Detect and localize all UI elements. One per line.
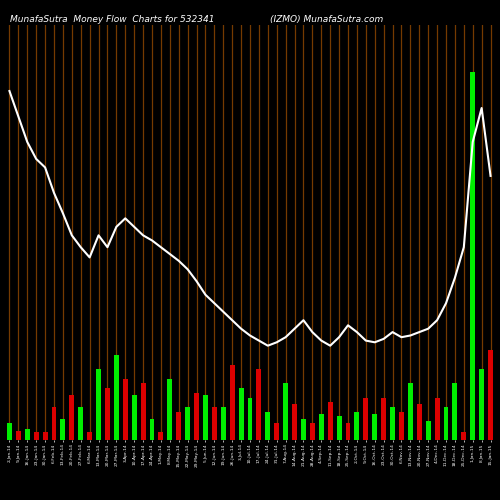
Bar: [96, 370, 101, 440]
Bar: [194, 393, 199, 440]
Bar: [310, 423, 315, 440]
Bar: [87, 432, 92, 440]
Bar: [70, 394, 74, 440]
Bar: [301, 419, 306, 440]
Bar: [408, 384, 413, 440]
Bar: [132, 394, 136, 440]
Bar: [34, 432, 38, 440]
Bar: [203, 394, 208, 440]
Bar: [105, 388, 110, 440]
Bar: [354, 412, 360, 440]
Bar: [399, 412, 404, 440]
Bar: [426, 421, 430, 440]
Bar: [434, 398, 440, 440]
Bar: [346, 423, 350, 440]
Bar: [319, 414, 324, 440]
Bar: [479, 370, 484, 440]
Bar: [52, 407, 57, 440]
Bar: [372, 414, 377, 440]
Bar: [42, 432, 48, 440]
Bar: [140, 384, 145, 440]
Bar: [390, 407, 395, 440]
Text: MunafaSutra  Money Flow  Charts for 532341: MunafaSutra Money Flow Charts for 532341: [10, 15, 214, 24]
Bar: [488, 350, 493, 440]
Bar: [444, 407, 448, 440]
Bar: [230, 364, 234, 440]
Bar: [60, 419, 66, 440]
Bar: [158, 432, 164, 440]
Bar: [248, 398, 252, 440]
Bar: [283, 384, 288, 440]
Bar: [266, 412, 270, 440]
Bar: [123, 378, 128, 440]
Bar: [176, 412, 181, 440]
Bar: [185, 407, 190, 440]
Bar: [328, 402, 332, 440]
Bar: [381, 398, 386, 440]
Bar: [238, 388, 244, 440]
Bar: [25, 428, 29, 440]
Bar: [150, 419, 154, 440]
Bar: [462, 432, 466, 440]
Bar: [470, 72, 475, 440]
Bar: [417, 404, 422, 440]
Bar: [452, 384, 458, 440]
Bar: [212, 407, 217, 440]
Bar: [292, 404, 297, 440]
Bar: [364, 398, 368, 440]
Bar: [274, 423, 279, 440]
Bar: [221, 407, 226, 440]
Bar: [336, 416, 342, 440]
Bar: [114, 355, 119, 440]
Bar: [7, 423, 12, 440]
Bar: [256, 370, 262, 440]
Bar: [16, 430, 21, 440]
Bar: [78, 407, 83, 440]
Text: (IZMO) MunafaSutra.com: (IZMO) MunafaSutra.com: [270, 15, 384, 24]
Bar: [168, 378, 172, 440]
